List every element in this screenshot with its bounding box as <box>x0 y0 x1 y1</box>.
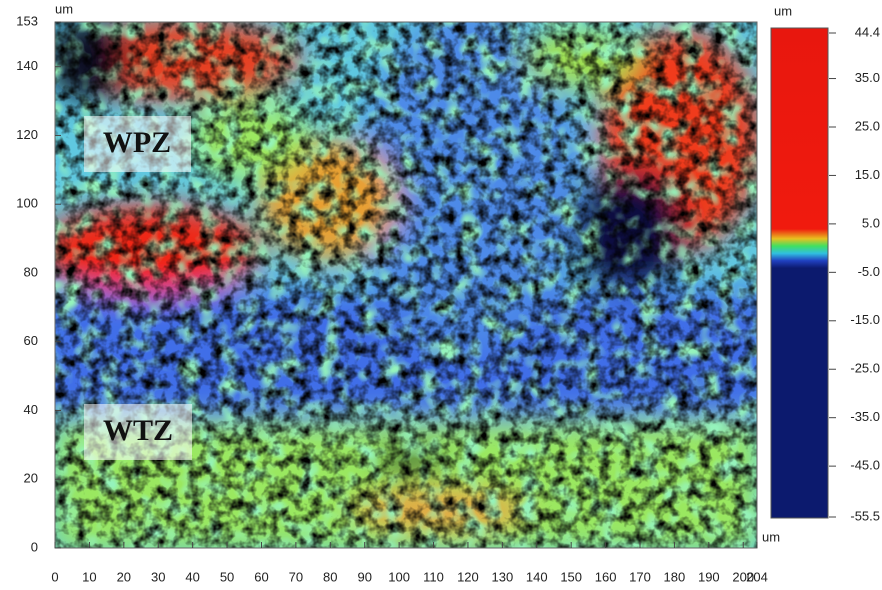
y-tick-label: 153 <box>16 13 38 28</box>
x-tick-label: 110 <box>423 569 444 584</box>
x-tick-label: 70 <box>289 569 303 584</box>
x-tick-label: 0 <box>51 569 58 584</box>
colorbar-tick-label: -45.0 <box>850 458 880 473</box>
colorbar-tick-label: 5.0 <box>862 215 880 230</box>
x-tick-label: 180 <box>664 569 686 584</box>
y-tick-label: 140 <box>16 58 38 73</box>
x-tick-label: 120 <box>457 569 479 584</box>
y-tick-label: 20 <box>24 471 38 486</box>
y-tick-label: 60 <box>24 333 38 348</box>
annotation-box <box>84 404 192 460</box>
colorbar <box>770 27 829 519</box>
x-tick-label: 160 <box>595 569 617 584</box>
annotation-box <box>84 116 191 172</box>
x-tick-label: 150 <box>560 569 582 584</box>
x-tick-label: 20 <box>117 569 131 584</box>
x-tick-label: 30 <box>151 569 165 584</box>
colorbar-tick-label: -15.0 <box>850 312 880 327</box>
x-tick-label: 10 <box>82 569 96 584</box>
y-tick-label: 120 <box>16 127 38 142</box>
x-tick-label: 100 <box>388 569 410 584</box>
x-tick-label: 50 <box>220 569 234 584</box>
y-tick-label: 40 <box>24 402 38 417</box>
colorbar-tick-label: 35.0 <box>855 70 880 85</box>
plot-frame <box>54 21 758 549</box>
colorbar-tick-label: 25.0 <box>855 118 880 133</box>
annotation: WTZ <box>103 414 173 447</box>
annotation: WPZ <box>103 126 171 159</box>
colorbar-tick-label: -5.0 <box>858 264 880 279</box>
y-tick-label: 0 <box>31 539 38 554</box>
x-tick-label: 190 <box>698 569 720 584</box>
x-tick-label: 130 <box>492 569 514 584</box>
x-tick-label: 170 <box>629 569 651 584</box>
y-tick-label: 80 <box>24 264 38 279</box>
colorbar-tick-label: -35.0 <box>850 409 880 424</box>
colorbar-unit: um <box>774 3 792 18</box>
x-tick-label: 80 <box>323 569 337 584</box>
colorbar-tick-label: 44.4 <box>855 24 880 39</box>
x-tick-label: 204 <box>746 569 768 584</box>
colorbar-tick-label: -55.5 <box>850 508 880 523</box>
colorbar-tick-label: 15.0 <box>855 167 880 182</box>
x-tick-label: 90 <box>357 569 371 584</box>
y-unit: um <box>55 1 73 16</box>
x-tick-label: 200 <box>732 569 754 584</box>
x-tick-label: 40 <box>185 569 199 584</box>
y-tick-label: 100 <box>16 196 38 211</box>
colorbar-tick-label: -25.0 <box>850 361 880 376</box>
x-tick-label: 140 <box>526 569 548 584</box>
x-unit: um <box>762 529 780 544</box>
height-map <box>55 22 757 548</box>
x-tick-label: 60 <box>254 569 268 584</box>
